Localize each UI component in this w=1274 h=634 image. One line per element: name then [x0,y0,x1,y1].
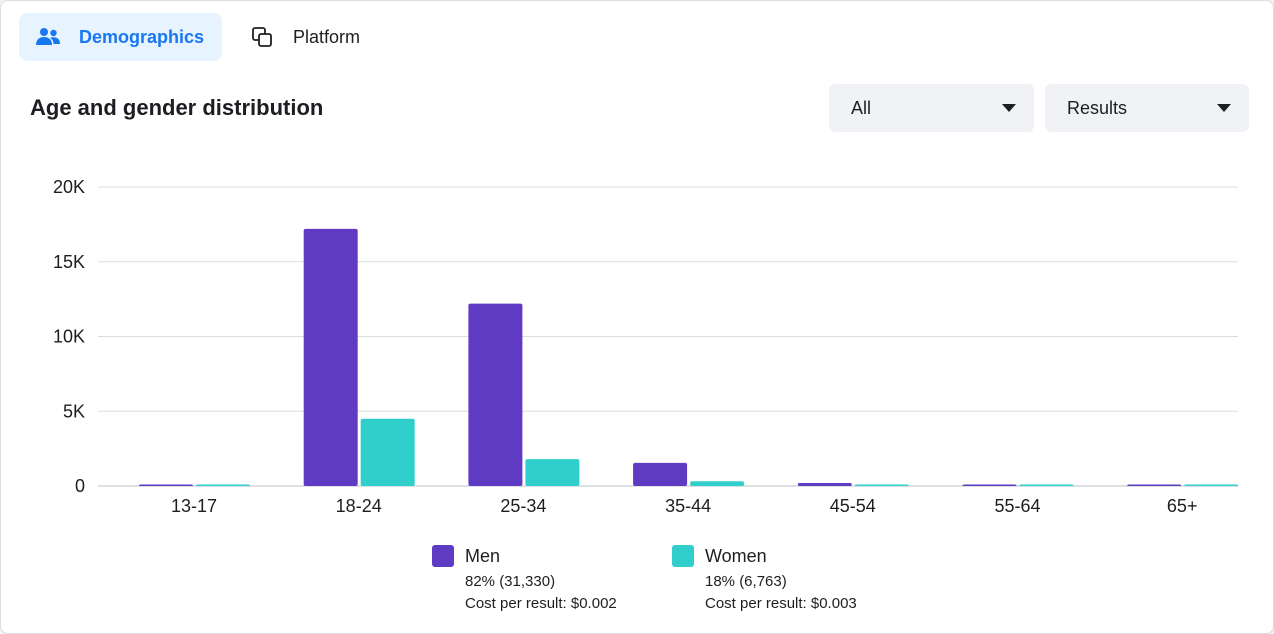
tab-platform[interactable]: Platform [239,13,389,61]
legend-share-women: 18% (6,763) [705,573,787,590]
tab-demographics-label: Demographics [79,26,205,47]
x-tick-label: 13-17 [171,496,217,516]
bar-women-55-64 [1019,484,1074,486]
legend-label-men: Men [465,546,501,566]
y-tick-label: 20K [53,177,85,197]
bar-men-13-17 [139,484,193,486]
x-tick-label: 25-34 [500,496,546,516]
x-tick-label: 65+ [1167,496,1198,516]
audience-dropdown[interactable]: All [829,84,1034,132]
y-tick-label: 0 [75,476,85,496]
bar-men-18-24 [303,228,358,487]
bar-women-25-34 [525,459,580,486]
bar-men-45-54 [797,483,852,486]
metric-dropdown-value: Results [1067,97,1128,118]
bar-men-35-44 [633,462,688,486]
y-tick-label: 5K [63,401,85,421]
legend-cost-women: Cost per result: $0.003 [705,595,857,612]
section-title: Age and gender distribution [30,95,324,120]
bar-men-65+ [1127,484,1182,486]
audience-dropdown-value: All [851,97,872,118]
bar-women-35-44 [690,481,745,486]
x-tick-label: 35-44 [665,496,711,516]
legend-swatch-women [672,545,694,567]
caret-down-icon [1217,104,1231,112]
platform-icon [247,22,277,52]
legend-label-women: Women [705,546,767,566]
legend-share-men: 82% (31,330) [465,573,556,590]
x-tick-label: 55-64 [994,496,1040,516]
bar-men-55-64 [962,484,1017,486]
x-tick-label: 45-54 [830,496,876,516]
tab-demographics[interactable]: Demographics [19,13,222,61]
legend-cost-men: Cost per result: $0.002 [465,595,617,612]
bar-women-18-24 [360,418,415,486]
y-tick-label: 10K [53,327,85,347]
x-tick-label: 18-24 [336,496,382,516]
bar-women-13-17 [196,484,250,486]
bar-women-45-54 [854,484,909,486]
bar-women-65+ [1184,484,1239,486]
people-icon [33,22,63,52]
metric-dropdown[interactable]: Results [1045,84,1249,132]
caret-down-icon [1002,104,1016,112]
legend-swatch-men [432,545,454,567]
age-gender-bar-chart: 0 5K 10K 15K 20K 13-17 18-24 25-34 35-44 45-54 55-… [53,177,1239,516]
bar-men-25-34 [468,303,523,486]
tab-platform-label: Platform [293,26,361,47]
y-tick-label: 15K [53,252,85,272]
